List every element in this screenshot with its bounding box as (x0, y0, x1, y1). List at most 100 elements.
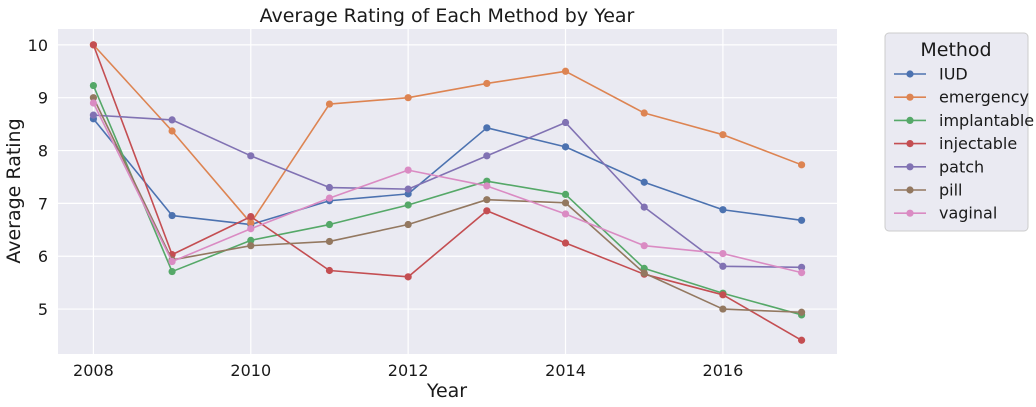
data-point-emergency (719, 131, 727, 139)
series-vaginal (89, 99, 806, 277)
data-point-injectable (561, 239, 570, 247)
data-point-emergency (797, 161, 806, 169)
data-point-vaginal (640, 242, 648, 250)
legend-box (884, 32, 1029, 232)
series-line-pill (92, 97, 802, 314)
legend-label-iud: IUD (939, 65, 968, 84)
x-tick-label: 2012 (388, 361, 429, 380)
data-point-implantable (89, 81, 98, 90)
data-point-patch (325, 183, 334, 192)
y-tick-label: 7 (38, 194, 48, 213)
series-patch (89, 111, 806, 271)
legend-marker-iud (906, 70, 914, 78)
legend-label-pill: pill (939, 181, 963, 200)
legend-item-emergency: emergency (894, 88, 1029, 107)
y-tick-label: 10 (28, 36, 48, 55)
y-tick-label: 6 (38, 247, 48, 266)
series-line-patch (93, 114, 802, 269)
x-tick-label: 2008 (73, 361, 114, 380)
data-point-pill (640, 269, 648, 277)
data-point-patch (168, 116, 176, 124)
legend-label-patch: patch (939, 157, 984, 176)
data-point-injectable (719, 291, 727, 299)
data-point-patch (89, 111, 98, 119)
data-point-injectable (797, 336, 806, 344)
data-point-patch (719, 262, 727, 270)
data-point-pill (483, 196, 491, 204)
data-point-implantable (404, 201, 412, 209)
legend-label-vaginal: vaginal (939, 204, 997, 223)
data-point-pill (719, 305, 727, 313)
legend-item-vaginal: vaginal (894, 204, 997, 223)
legend-item-injectable: injectable (894, 134, 1017, 153)
data-point-implantable (325, 220, 334, 229)
data-point-patch (640, 203, 648, 211)
data-point-vaginal (89, 99, 98, 107)
data-point-iud (719, 206, 727, 214)
data-point-emergency (247, 219, 255, 227)
legend-items: IUD emergency implantable injectable patch pi… (894, 65, 1034, 223)
chart-title: Average Rating of Each Method by Year (260, 5, 635, 27)
legend-label-implantable: implantable (939, 111, 1034, 130)
x-axis-ticks: 2008 2010 2012 2014 2016 (73, 361, 743, 380)
data-point-vaginal (404, 166, 412, 174)
data-point-implantable (168, 267, 176, 276)
legend-marker-injectable (906, 140, 914, 148)
data-point-pill (89, 94, 98, 102)
legend-item-pill: pill (894, 181, 963, 200)
data-point-iud (561, 143, 570, 151)
data-point-iud (168, 211, 176, 220)
data-point-emergency (168, 127, 176, 135)
data-point-iud (640, 178, 648, 186)
y-tick-label: 8 (38, 142, 48, 161)
x-axis-label: Year (426, 380, 467, 402)
data-point-pill (404, 220, 412, 229)
y-axis-ticks: 5 6 7 8 9 10 (28, 36, 48, 319)
data-point-patch (561, 118, 570, 127)
data-point-vaginal (797, 269, 806, 277)
data-point-injectable (404, 273, 412, 281)
data-point-iud (483, 124, 491, 132)
legend-label-injectable: injectable (939, 134, 1017, 153)
data-point-pill (325, 237, 334, 246)
y-tick-label: 9 (38, 89, 48, 108)
legend-item-implantable: implantable (894, 111, 1034, 130)
data-point-patch (247, 152, 255, 160)
data-point-pill (797, 308, 806, 316)
legend-title: Method (920, 39, 991, 61)
data-point-emergency (561, 67, 570, 75)
data-point-vaginal (325, 194, 334, 202)
data-point-injectable (247, 213, 255, 221)
data-point-implantable (561, 190, 570, 199)
legend-item-iud: IUD (894, 65, 968, 84)
data-point-vaginal (247, 225, 255, 233)
data-point-iud (797, 216, 806, 224)
data-point-injectable (89, 41, 98, 49)
data-point-patch (404, 185, 412, 193)
legend-marker-vaginal (906, 209, 914, 217)
legend-marker-patch (906, 163, 914, 171)
legend-marker-pill (906, 186, 914, 194)
series-line-emergency (92, 44, 802, 224)
x-tick-label: 2010 (230, 361, 271, 380)
grid-lines (58, 29, 837, 354)
legend-marker-emergency (906, 93, 914, 101)
data-point-vaginal (483, 182, 491, 190)
data-point-implantable (247, 236, 255, 244)
data-point-patch (797, 263, 806, 271)
data-point-emergency (483, 79, 491, 88)
y-axis-label: Average Rating (3, 118, 25, 263)
data-point-injectable (325, 266, 334, 275)
data-point-vaginal (561, 210, 570, 218)
data-point-injectable (483, 207, 491, 215)
plot-area (58, 29, 837, 354)
legend-label-emergency: emergency (939, 88, 1029, 107)
legend-marker-implantable (906, 116, 914, 124)
series-layer (89, 41, 806, 344)
legend-item-patch: patch (894, 157, 984, 176)
y-tick-label: 5 (38, 300, 48, 319)
data-point-vaginal (168, 257, 176, 266)
data-point-emergency (640, 109, 648, 117)
data-point-vaginal (719, 249, 727, 258)
